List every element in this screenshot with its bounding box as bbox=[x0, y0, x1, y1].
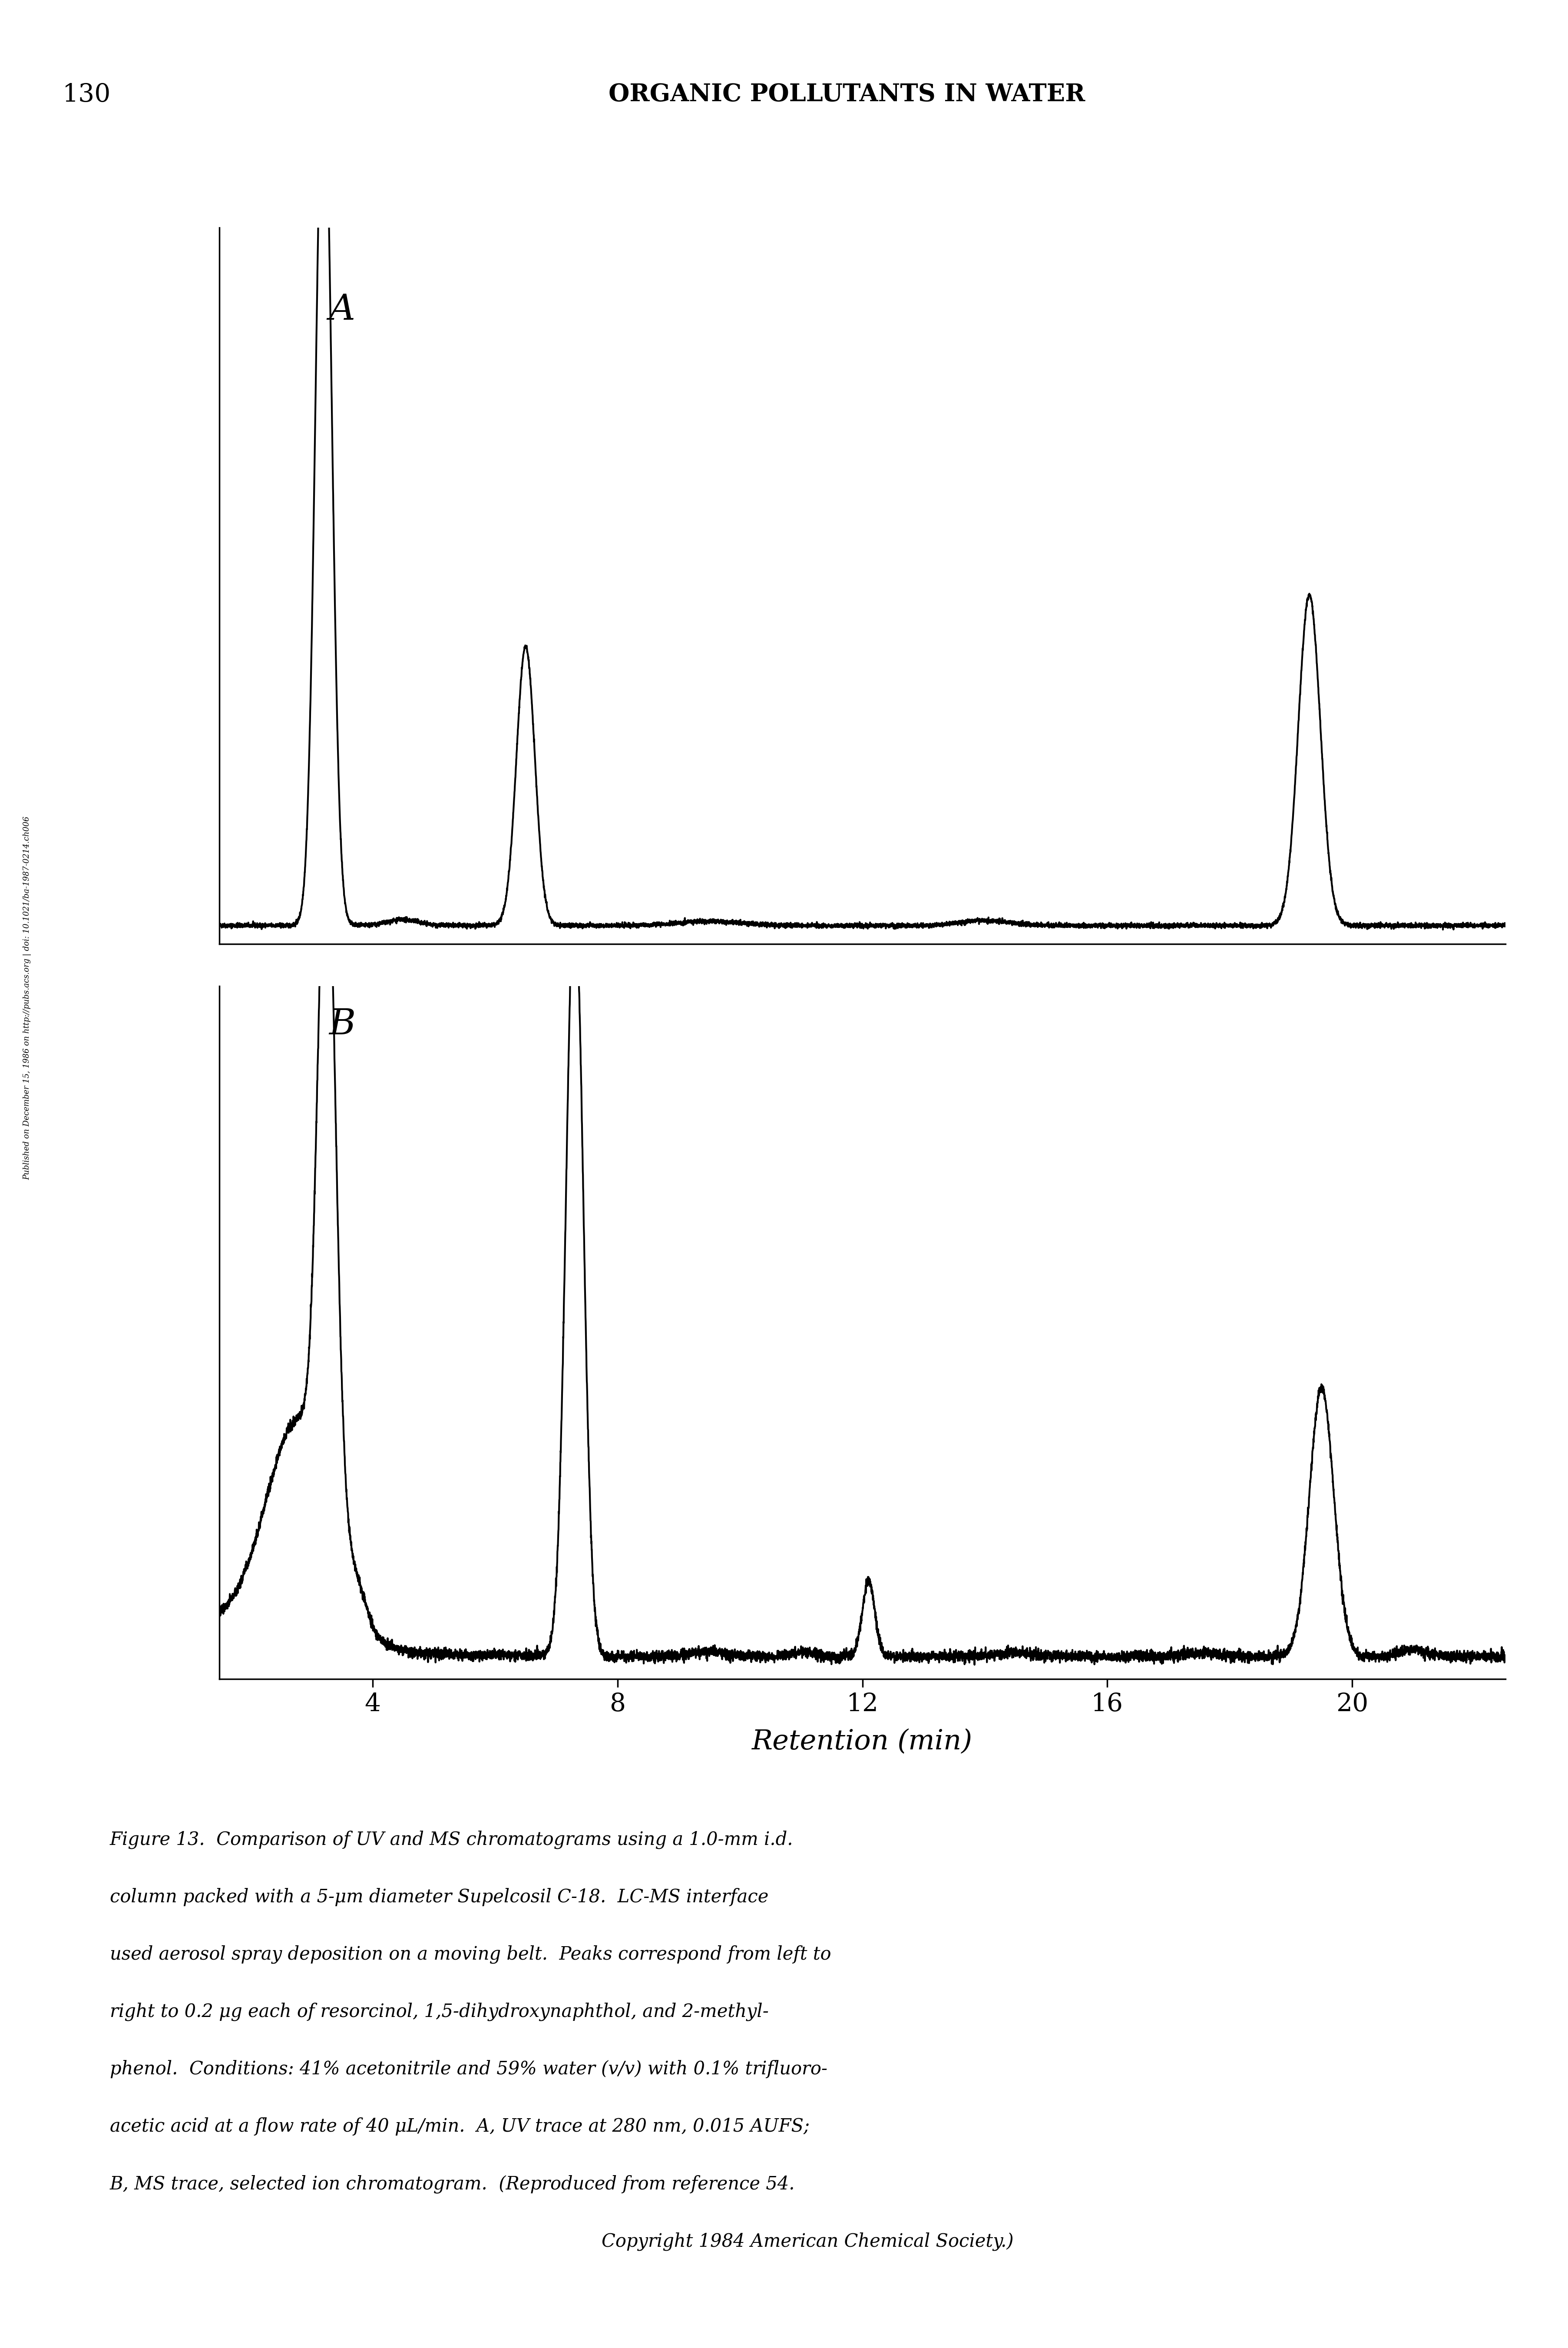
Text: B, MS trace, selected ion chromatogram.  (Reproduced from reference 54.: B, MS trace, selected ion chromatogram. … bbox=[110, 2174, 795, 2193]
Text: Published on December 15, 1986 on http://pubs.acs.org | doi: 10.1021/ba-1987-021: Published on December 15, 1986 on http:/… bbox=[24, 817, 31, 1179]
Text: A: A bbox=[329, 291, 354, 326]
Text: Copyright 1984 American Chemical Society.): Copyright 1984 American Chemical Society… bbox=[602, 2233, 1013, 2252]
Text: 130: 130 bbox=[63, 82, 111, 106]
Text: ORGANIC POLLUTANTS IN WATER: ORGANIC POLLUTANTS IN WATER bbox=[608, 82, 1085, 106]
Text: acetic acid at a flow rate of 40 μL/min.  A, UV trace at 280 nm, 0.015 AUFS;: acetic acid at a flow rate of 40 μL/min.… bbox=[110, 2118, 809, 2137]
Text: Figure 13.  Comparison of UV and MS chromatograms using a 1.0-mm i.d.: Figure 13. Comparison of UV and MS chrom… bbox=[110, 1831, 793, 1848]
Text: right to 0.2 μg each of resorcinol, 1,5-dihydroxynaphthol, and 2-methyl-: right to 0.2 μg each of resorcinol, 1,5-… bbox=[110, 2003, 768, 2022]
Text: phenol.  Conditions: 41% acetonitrile and 59% water (v/v) with 0.1% trifluoro-: phenol. Conditions: 41% acetonitrile and… bbox=[110, 2059, 828, 2078]
Text: used aerosol spray deposition on a moving belt.  Peaks correspond from left to: used aerosol spray deposition on a movin… bbox=[110, 1944, 831, 1963]
Text: B: B bbox=[329, 1007, 356, 1043]
Text: column packed with a 5-μm diameter Supelcosil C-18.  LC-MS interface: column packed with a 5-μm diameter Supel… bbox=[110, 1888, 768, 1907]
X-axis label: Retention (min): Retention (min) bbox=[753, 1728, 972, 1756]
